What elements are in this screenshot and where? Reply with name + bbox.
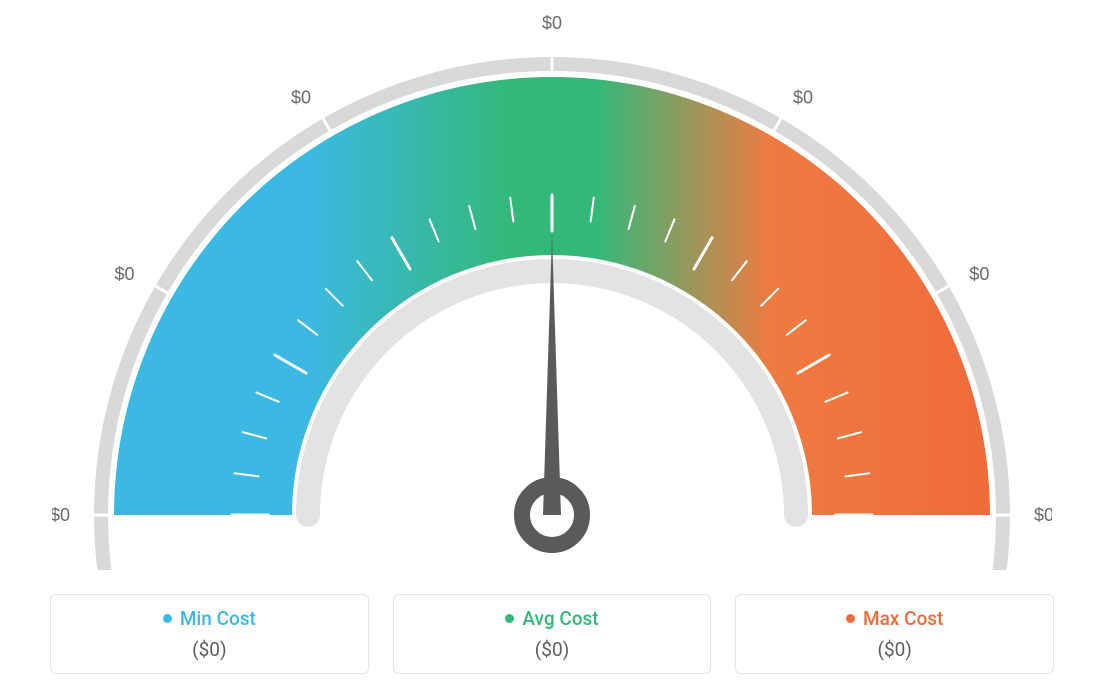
legend-card-avg: Avg Cost ($0) <box>393 594 712 674</box>
svg-text:$0: $0 <box>291 88 311 108</box>
legend-row: Min Cost ($0) Avg Cost ($0) Max Cost ($0… <box>50 594 1054 674</box>
legend-label-max: Max Cost <box>863 607 943 630</box>
svg-text:$0: $0 <box>793 88 813 108</box>
gauge-svg: $0 $0 $0 $0 $0 $0 $0 <box>52 10 1052 570</box>
legend-value-avg: ($0) <box>394 638 711 661</box>
legend-label-min: Min Cost <box>180 607 256 630</box>
svg-text:$0: $0 <box>1034 505 1052 525</box>
legend-label-avg: Avg Cost <box>522 607 598 630</box>
svg-text:$0: $0 <box>52 505 70 525</box>
svg-text:$0: $0 <box>542 13 562 33</box>
legend-dot-avg <box>505 614 514 623</box>
svg-text:$0: $0 <box>115 264 135 284</box>
legend-header: Min Cost <box>51 607 368 630</box>
legend-value-max: ($0) <box>736 638 1053 661</box>
legend-card-min: Min Cost ($0) <box>50 594 369 674</box>
legend-dot-max <box>846 614 855 623</box>
legend-card-max: Max Cost ($0) <box>735 594 1054 674</box>
legend-dot-min <box>163 614 172 623</box>
legend-value-min: ($0) <box>51 638 368 661</box>
gauge-chart: $0 $0 $0 $0 $0 $0 $0 <box>52 10 1052 570</box>
legend-header: Avg Cost <box>394 607 711 630</box>
svg-text:$0: $0 <box>969 264 989 284</box>
legend-header: Max Cost <box>736 607 1053 630</box>
